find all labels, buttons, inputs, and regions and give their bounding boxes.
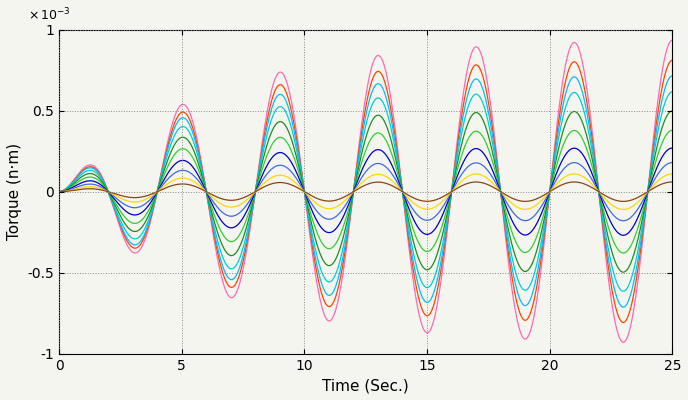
X-axis label: Time (Sec.): Time (Sec.) (323, 378, 409, 393)
Y-axis label: Torque (n·m): Torque (n·m) (7, 143, 22, 240)
Text: $\times\,10^{-3}$: $\times\,10^{-3}$ (28, 7, 71, 23)
